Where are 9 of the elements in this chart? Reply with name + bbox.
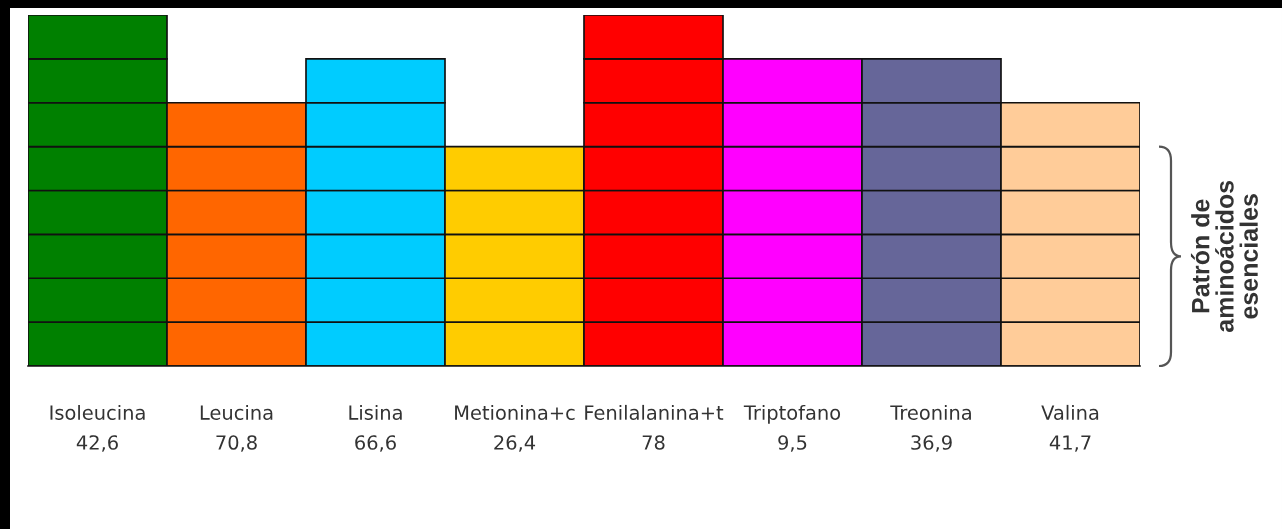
x-tick-label: Triptofano 9,5: [743, 404, 841, 452]
x-tick-label: Metionina+c 26,4: [455, 404, 575, 452]
x-tick-label: Leucina 70,8: [200, 404, 273, 452]
x-tick-label: Isoleucina 42,6: [50, 404, 145, 452]
x-tick-label: Fenilalanina+t 78: [585, 404, 724, 450]
text: Patrón de aminoácidos esenciales: [1190, 180, 1258, 332]
x-tick-label: Valina 41,7: [1041, 404, 1099, 452]
x-tick-label: Treonina 36,9: [890, 404, 971, 452]
x-tick-label: Lisina 66,6: [349, 404, 402, 452]
